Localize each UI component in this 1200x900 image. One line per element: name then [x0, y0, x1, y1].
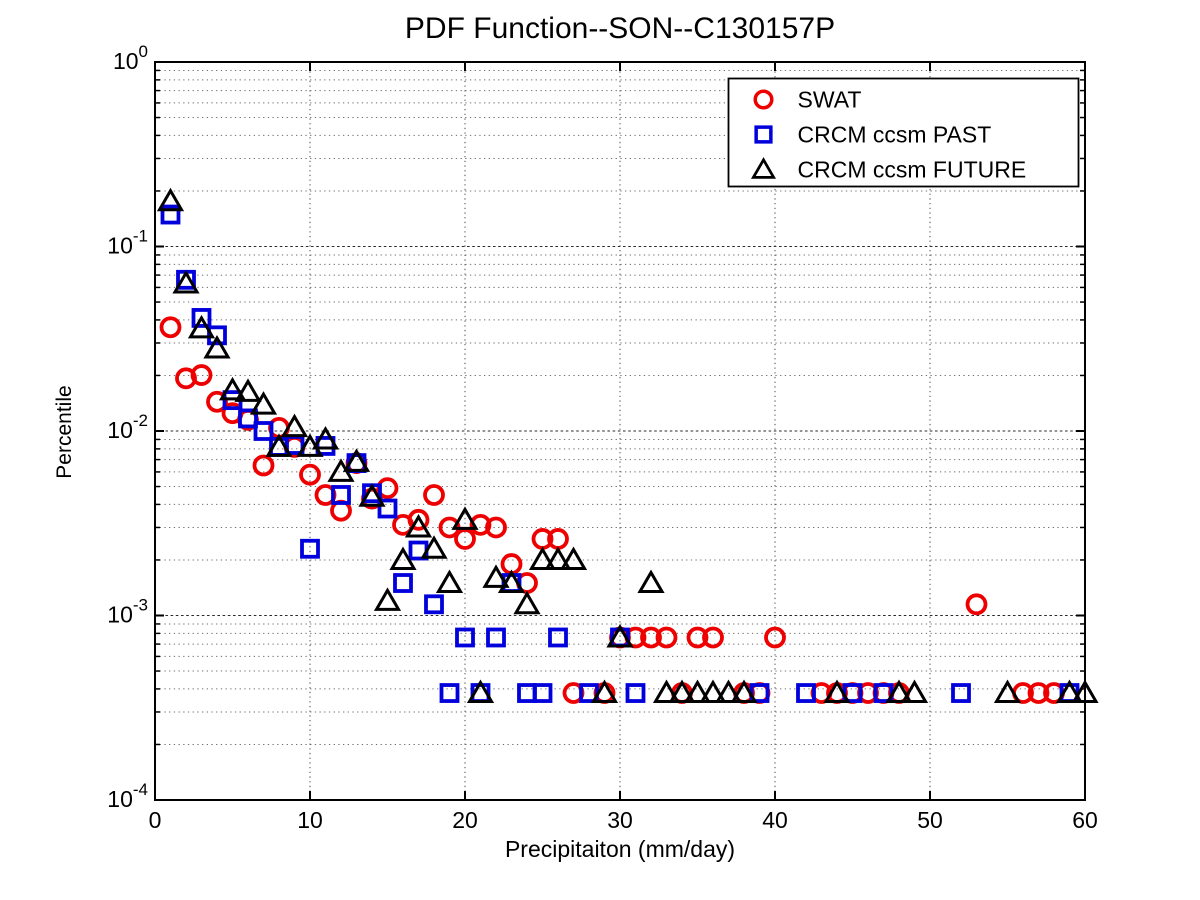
y-tick-label: 10-1 — [107, 227, 148, 259]
data-point-triangle — [1055, 679, 1084, 704]
legend-label: SWAT — [798, 87, 862, 113]
legend-label: CRCM ccsm PAST — [798, 122, 992, 148]
data-point-triangle — [1071, 679, 1099, 704]
data-point-triangle — [218, 376, 247, 401]
data-point-circle — [686, 626, 709, 649]
data-point-triangle — [404, 513, 433, 538]
data-point-triangle — [900, 679, 929, 704]
data-point-square — [207, 325, 227, 346]
y-tick-label: 10-3 — [107, 596, 148, 628]
data-point-triangle — [544, 546, 572, 570]
legend-label: CRCM ccsm FUTURE — [798, 157, 1027, 183]
data-point-square — [331, 485, 351, 505]
x-tick-label: 60 — [1072, 807, 1098, 833]
data-point-triangle — [451, 506, 479, 530]
data-point-triangle — [993, 679, 1022, 704]
data-point-triangle — [187, 314, 216, 339]
data-point-triangle — [497, 569, 526, 594]
data-point-triangle — [668, 679, 696, 704]
data-point-triangle — [466, 679, 495, 704]
data-point-triangle — [699, 679, 727, 704]
data-point-triangle — [249, 391, 278, 415]
x-tick-label: 10 — [297, 807, 323, 833]
data-point-triangle — [342, 448, 371, 472]
data-point-triangle — [637, 569, 665, 594]
data-point-triangle — [420, 535, 448, 559]
data-point-circle — [965, 593, 988, 616]
data-point-triangle — [234, 378, 262, 402]
data-point-square — [754, 125, 773, 144]
data-point-circle — [299, 463, 321, 486]
x-tick-label: 0 — [149, 807, 162, 833]
data-point-triangle — [265, 433, 293, 457]
data-point-triangle — [559, 546, 588, 570]
data-point-triangle — [606, 623, 634, 648]
data-point-square — [548, 627, 568, 648]
data-point-triangle — [528, 546, 557, 570]
data-point-triangle — [823, 679, 851, 704]
data-point-circle — [469, 513, 492, 536]
chart-title: PDF Function--SON--C130157P — [404, 12, 836, 45]
data-point-square — [238, 408, 258, 429]
data-point-square — [517, 683, 537, 703]
legend-box — [727, 77, 1080, 188]
data-point-square — [377, 498, 398, 519]
data-point-triangle — [885, 679, 913, 704]
data-point-circle — [753, 89, 774, 110]
data-point-circle — [655, 626, 678, 649]
data-point-square — [424, 594, 444, 615]
x-tick-label: 40 — [762, 807, 788, 833]
data-point-square — [300, 538, 320, 559]
data-point-square — [160, 204, 181, 225]
data-point-triangle — [358, 483, 386, 507]
data-point-circle — [423, 484, 445, 506]
data-point-square — [253, 421, 274, 441]
data-point-triangle — [590, 679, 619, 704]
data-point-triangle — [203, 335, 231, 359]
data-point-triangle — [435, 569, 464, 594]
data-point-square — [486, 627, 506, 648]
data-point-triangle — [172, 270, 200, 294]
y-tick-label: 100 — [113, 42, 148, 74]
data-point-triangle — [311, 425, 340, 450]
data-point-circle — [764, 626, 786, 649]
data-point-square — [796, 683, 816, 703]
data-point-square — [951, 683, 971, 703]
data-point-square — [439, 683, 460, 703]
data-point-triangle — [373, 587, 402, 611]
data-point-circle — [252, 454, 275, 477]
data-point-circle — [702, 626, 724, 649]
y-tick-label: 10-4 — [107, 780, 148, 812]
data-point-circle — [640, 626, 662, 649]
data-point-square — [625, 683, 646, 703]
y-tick-label: 10-2 — [107, 411, 148, 443]
data-point-triangle — [482, 564, 510, 588]
data-point-square — [532, 683, 553, 703]
data-point-circle — [485, 516, 507, 539]
data-point-circle — [159, 316, 182, 339]
data-point-triangle — [714, 679, 743, 704]
data-point-circle — [454, 528, 476, 550]
data-point-triangle — [683, 679, 712, 704]
data-point-triangle — [750, 157, 777, 179]
x-tick-label: 30 — [607, 807, 633, 833]
data-point-triangle — [513, 590, 541, 615]
x-tick-label: 50 — [917, 807, 943, 833]
data-point-square — [315, 436, 336, 456]
data-point-square — [393, 573, 413, 593]
data-point-triangle — [652, 679, 681, 704]
data-point-triangle — [389, 546, 417, 570]
x-axis-label: Precipitaiton (mm/day) — [504, 836, 736, 862]
data-point-triangle — [156, 187, 185, 212]
x-tick-label: 20 — [452, 807, 478, 833]
data-point-circle — [1027, 682, 1050, 704]
data-point-triangle — [730, 679, 758, 704]
data-point-circle — [407, 508, 430, 531]
data-point-square — [455, 627, 475, 648]
data-point-triangle — [280, 413, 309, 438]
data-point-circle — [190, 364, 213, 386]
data-point-square — [191, 308, 212, 328]
